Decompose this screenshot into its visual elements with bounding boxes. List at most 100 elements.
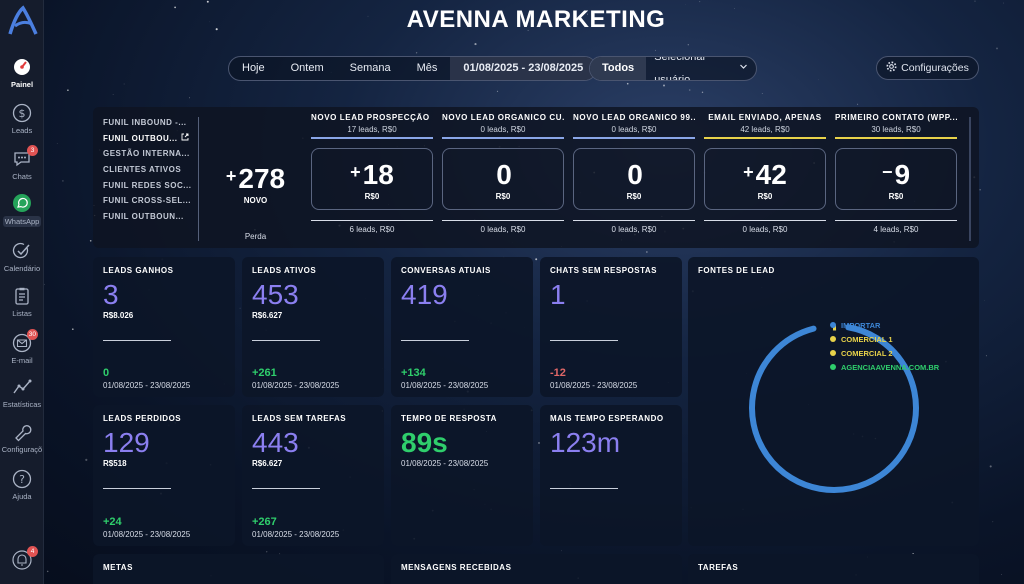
sidebar-item-label: WhatsApp	[2, 216, 42, 227]
funnel-item[interactable]: CLIENTES ATIVOS	[103, 165, 182, 175]
card-conversas-atuais[interactable]: CONVERSAS ATUAIS 419 +134 01/08/2025 - 2…	[391, 257, 533, 397]
stage-column[interactable]: NOVO LEAD PROSPECÇÃO ... 17 leads, R$0 +…	[311, 113, 433, 234]
stage-summary: 42 leads, R$0	[740, 125, 790, 134]
stage-divider	[835, 220, 957, 221]
sidebar-item-calendario[interactable]: Calendário	[0, 240, 44, 273]
card-date: 01/08/2025 - 23/08/2025	[103, 530, 191, 539]
stage-bottom-summary: 0 leads, R$0	[611, 225, 657, 234]
card-divider	[252, 488, 320, 489]
custom-date-range-button[interactable]: 01/08/2025 - 23/08/2025	[450, 57, 597, 80]
sidebar-item-email[interactable]: 30 E-mail	[0, 329, 44, 365]
legend-item[interactable]: AGENCIAAVENNA.COM.BR	[830, 360, 939, 374]
sidebar-item-whatsapp[interactable]: WhatsApp	[0, 192, 44, 227]
legend-label: AGENCIAAVENNA.COM.BR	[841, 362, 940, 372]
stage-divider	[704, 220, 826, 221]
star	[701, 91, 704, 94]
sidebar-item-estatisticas[interactable]: Estatísticas	[0, 376, 44, 409]
stage-column[interactable]: PRIMEIRO CONTATO (WPP... 30 leads, R$0 −…	[835, 113, 957, 234]
card-leads-sem-tarefas[interactable]: LEADS SEM TAREFAS 443 R$6.627 +267 01/08…	[242, 405, 384, 546]
donut-slice-importar[interactable]	[739, 313, 929, 503]
card-delta: 0	[103, 367, 110, 379]
stage-count-box[interactable]: 0 R$0	[442, 148, 564, 210]
check-calendar-icon	[11, 240, 33, 262]
funnel-item[interactable]: GESTÃO INTERNA...	[103, 149, 190, 159]
stage-count-box[interactable]: −9 R$0	[835, 148, 957, 210]
card-title: FONTES DE LEAD	[698, 266, 775, 275]
card-leads-perdidos[interactable]: LEADS PERDIDOS 129 R$518 +24 01/08/2025 …	[93, 405, 235, 546]
range-hoje-button[interactable]: Hoje	[242, 62, 265, 74]
card-divider	[401, 340, 469, 341]
card-tarefas[interactable]: TAREFAS	[688, 554, 979, 584]
card-date: 01/08/2025 - 23/08/2025	[103, 381, 191, 390]
card-leads-ativos[interactable]: LEADS ATIVOS 453 R$6.627 +261 01/08/2025…	[242, 257, 384, 397]
sidebar-item-chats[interactable]: 3 Chats	[0, 145, 44, 181]
sidebar-item-configuracoes[interactable]: Configuraçõ	[0, 421, 44, 454]
card-title: LEADS PERDIDOS	[103, 414, 182, 423]
funnel-item[interactable]: FUNIL OUTBOUN...	[103, 211, 184, 221]
star	[626, 82, 629, 85]
help-icon: ?	[11, 468, 33, 490]
stage-color-bar	[573, 137, 695, 139]
star	[688, 89, 691, 91]
external-link-icon[interactable]	[181, 133, 189, 143]
sidebar-item-leads[interactable]: $ Leads	[0, 102, 44, 135]
user-select-dropdown[interactable]: Selecionar usuário	[646, 57, 756, 80]
star	[761, 93, 763, 94]
legend-item[interactable]: COMERCIAL 1	[830, 332, 939, 346]
stage-count-box[interactable]: +42 R$0	[704, 148, 826, 210]
card-tempo-de-resposta[interactable]: TEMPO DE RESPOSTA 89s 01/08/2025 - 23/08…	[391, 405, 533, 546]
sidebar-item-ajuda[interactable]: ? Ajuda	[0, 468, 44, 501]
legend-label: COMERCIAL 2	[841, 348, 893, 358]
card-divider	[550, 488, 618, 489]
svg-text:?: ?	[19, 473, 25, 486]
sidebar-item-listas[interactable]: Listas	[0, 285, 44, 318]
star	[687, 44, 689, 46]
funnel-item[interactable]: FUNIL REDES SOC...	[103, 180, 192, 190]
card-mensagens-recebidas[interactable]: MENSAGENS RECEBIDAS	[391, 554, 682, 584]
sidebar-item-notifications[interactable]: 4	[0, 546, 44, 571]
card-delta: +134	[401, 367, 426, 379]
lead-sources-donut[interactable]	[688, 257, 979, 546]
card-value: 129	[103, 427, 150, 458]
funnel-item-active[interactable]: FUNIL OUTBOU...	[103, 131, 198, 147]
star	[123, 83, 125, 85]
perda-label: Perda	[244, 232, 267, 241]
star	[699, 1, 701, 3]
stage-count-box[interactable]: 0 R$0	[573, 148, 695, 210]
stage-name: PRIMEIRO CONTATO (WPP...	[835, 113, 957, 122]
card-chats-sem-respostas[interactable]: CHATS SEM RESPOSTAS 1 -12 01/08/2025 - 2…	[540, 257, 682, 397]
sidebar-item-label: Configuraçõ	[1, 445, 43, 454]
card-mais-tempo-esperando[interactable]: MAIS TEMPO ESPERANDO 123m	[540, 405, 682, 546]
range-mes-button[interactable]: Mês	[416, 62, 438, 74]
legend-item[interactable]: COMERCIAL 2	[830, 346, 939, 360]
settings-button[interactable]: Configurações	[876, 56, 979, 80]
stage-summary: 0 leads, R$0	[480, 125, 526, 134]
card-leads-ganhos[interactable]: LEADS GANHOS 3 R$8.026 0 01/08/2025 - 23…	[93, 257, 235, 397]
sidebar-item-label: E-mail	[11, 356, 33, 365]
stage-column[interactable]: EMAIL ENVIADO, APENAS 42 leads, R$0 +42 …	[704, 113, 826, 234]
stage-divider	[311, 220, 433, 221]
stage-color-bar	[311, 137, 433, 139]
star	[535, 258, 538, 261]
sidebar-item-painel[interactable]: Painel	[0, 56, 44, 89]
card-delta: +267	[252, 516, 277, 528]
stage-count-box[interactable]: +18 R$0	[311, 148, 433, 210]
legend-item[interactable]: IMPORTAR	[830, 318, 939, 332]
card-date: 01/08/2025 - 23/08/2025	[401, 459, 489, 468]
all-users-button[interactable]: Todos	[590, 57, 647, 80]
scrollbar[interactable]	[969, 117, 971, 241]
card-title: MENSAGENS RECEBIDAS	[401, 563, 512, 572]
card-date: 01/08/2025 - 23/08/2025	[401, 381, 489, 390]
range-semana-button[interactable]: Semana	[349, 62, 391, 74]
stage-column[interactable]: NOVO LEAD ORGANICO CU... 0 leads, R$0 0 …	[442, 113, 564, 234]
funnel-item[interactable]: FUNIL CROSS-SEL...	[103, 196, 191, 206]
funnel-item[interactable]: FUNIL INBOUND -...	[103, 118, 187, 128]
range-ontem-button[interactable]: Ontem	[290, 62, 324, 74]
stage-column[interactable]: NOVO LEAD ORGANICO 99... 0 leads, R$0 0 …	[573, 113, 695, 234]
card-fontes-de-lead[interactable]: FONTES DE LEAD	[688, 257, 979, 546]
legend-dot	[830, 336, 836, 342]
card-metas[interactable]: METAS	[93, 554, 384, 584]
gear-icon	[886, 61, 897, 75]
card-divider	[252, 340, 320, 341]
novo-label: NOVO	[243, 196, 268, 205]
